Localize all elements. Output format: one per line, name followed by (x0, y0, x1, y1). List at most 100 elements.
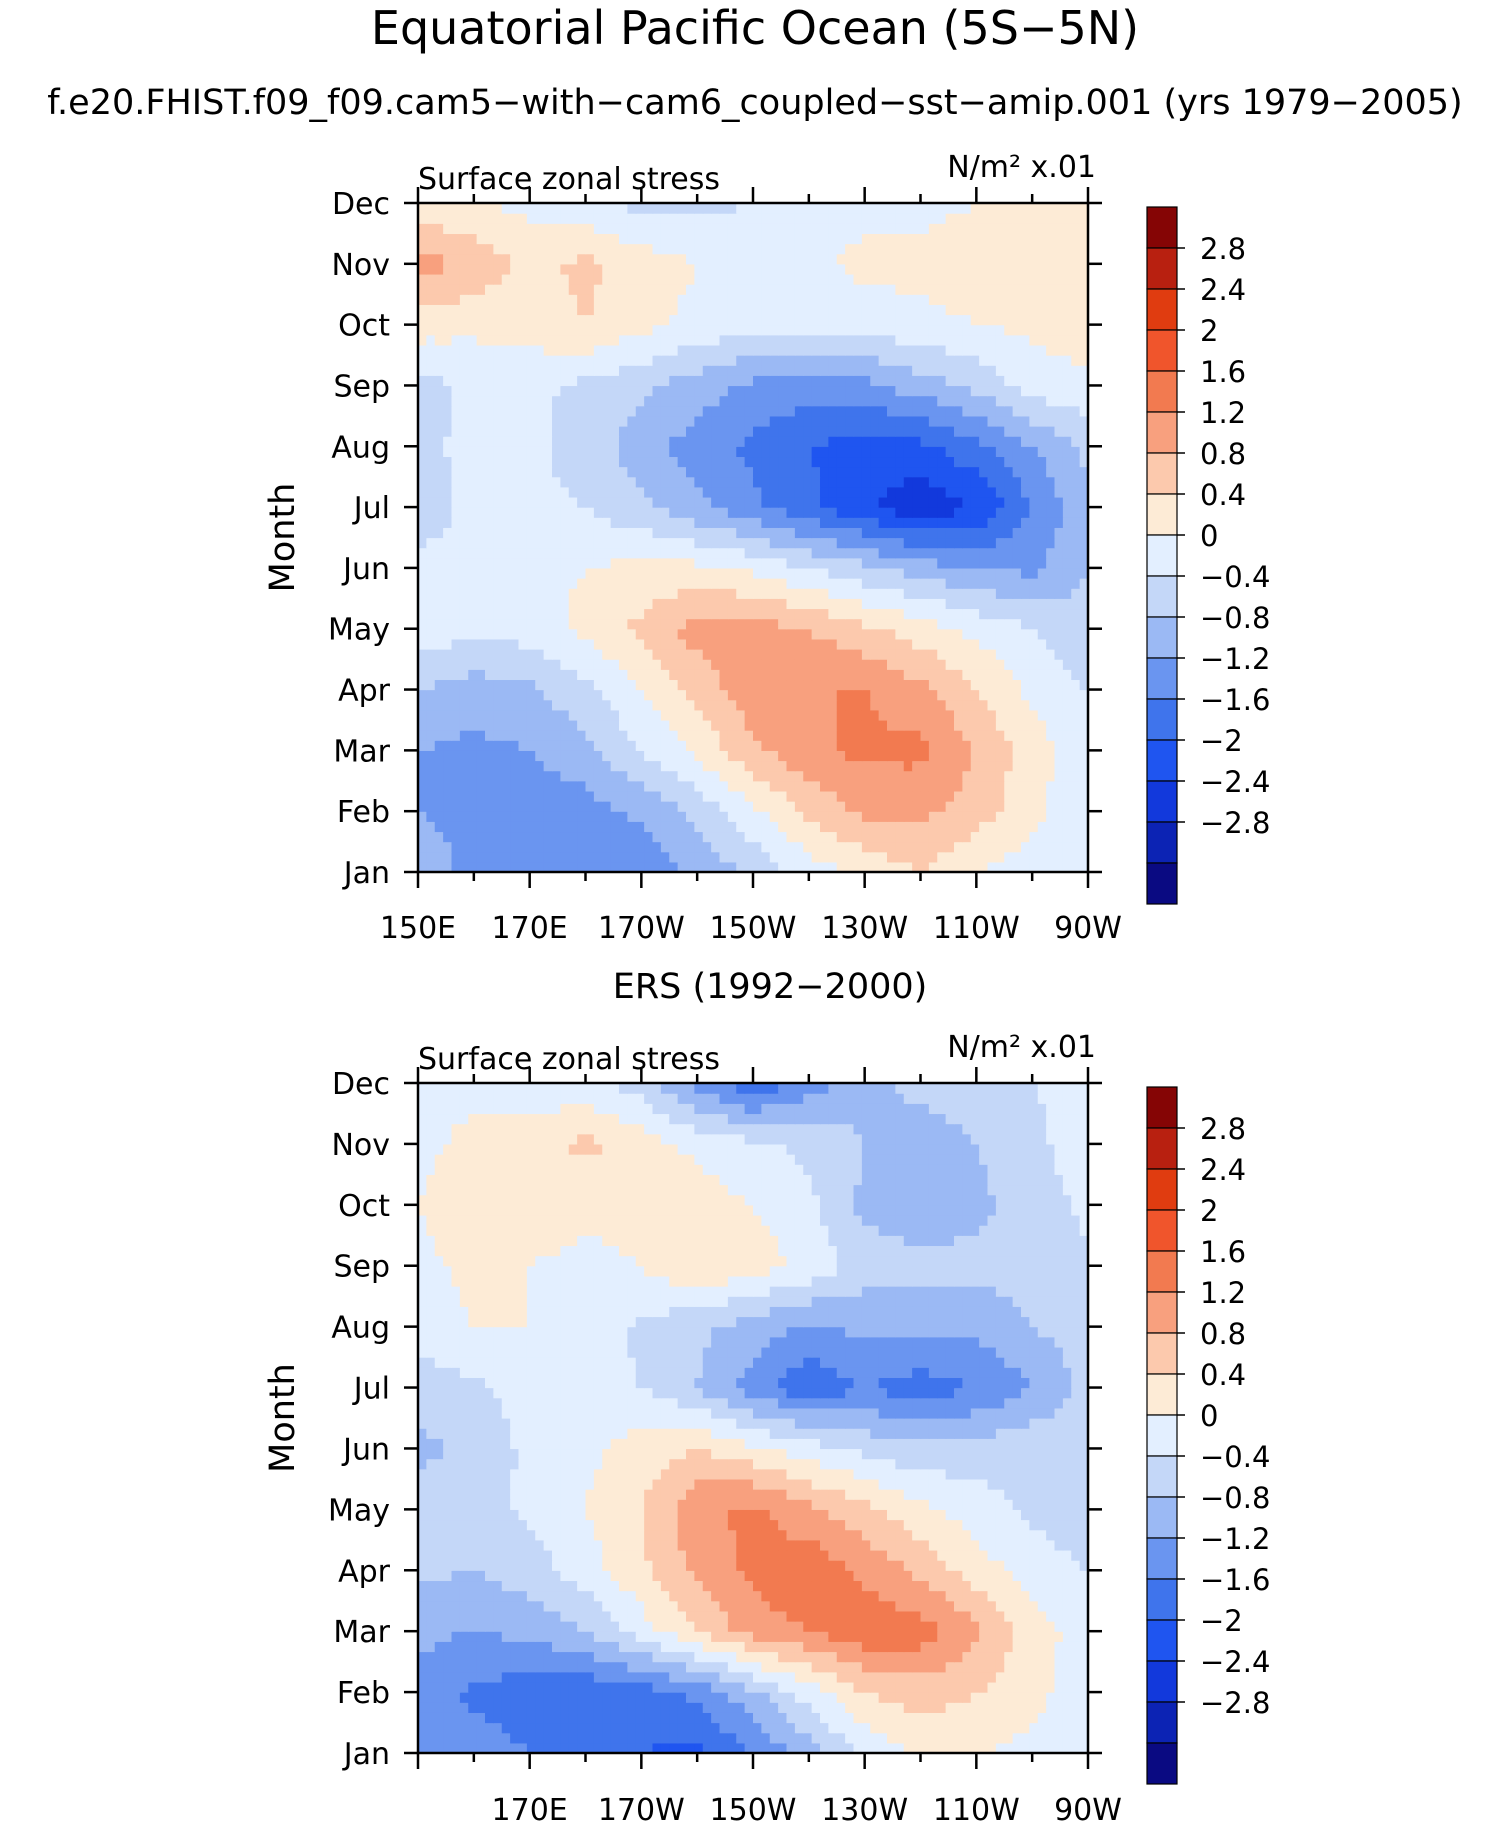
field-cell (560, 314, 570, 326)
field-cell (518, 760, 528, 772)
field-cell (1021, 628, 1030, 640)
field-cell (426, 588, 436, 599)
field-cell (1037, 578, 1047, 589)
field-cell (811, 750, 821, 762)
field-cell (669, 537, 679, 549)
field-cell (426, 811, 436, 822)
field-cell (468, 446, 478, 458)
field-cell (577, 304, 587, 316)
field-cell (979, 426, 989, 437)
field-cell (627, 507, 637, 518)
field-cell (644, 649, 654, 660)
field-cell (560, 780, 570, 792)
field-cell (669, 466, 679, 478)
field-cell (493, 314, 503, 326)
field-cell (694, 466, 704, 478)
field-cell (593, 507, 603, 518)
field-cell (1012, 456, 1022, 468)
field-cell (535, 446, 545, 458)
field-cell (1021, 841, 1030, 853)
field-cell (719, 547, 729, 559)
field-cell (962, 375, 972, 387)
field-cell (769, 476, 779, 488)
field-cell (694, 294, 704, 305)
field-cell (493, 790, 503, 802)
field-cell (887, 588, 896, 599)
field-cell (635, 770, 645, 782)
field-cell (970, 456, 980, 468)
field-cell (1012, 476, 1022, 488)
field-cell (702, 649, 712, 660)
field-cell (912, 709, 922, 721)
field-cell (811, 547, 821, 559)
field-cell (526, 486, 536, 498)
field-cell (1021, 324, 1030, 336)
field-cell (652, 365, 662, 376)
field-cell (426, 770, 436, 782)
field-cell (786, 547, 796, 559)
field-cell (820, 588, 829, 599)
field-cell (635, 588, 645, 599)
field-cell (627, 557, 637, 569)
field-cell (635, 355, 645, 366)
field-cell (820, 719, 829, 731)
field-cell (1079, 730, 1088, 741)
field-cell (887, 314, 896, 326)
field-cell (485, 365, 494, 376)
field-cell (861, 557, 871, 569)
field-cell (677, 679, 687, 691)
field-cell (443, 598, 453, 610)
field-cell (1054, 719, 1064, 731)
field-cell (1079, 861, 1088, 872)
field-cell (694, 537, 704, 549)
field-cell (1037, 273, 1047, 285)
field-cell (585, 486, 595, 498)
field-cell (1004, 598, 1014, 610)
field-cell (493, 415, 503, 427)
field-cell (577, 841, 587, 853)
field-cell (887, 415, 896, 427)
field-cell (845, 415, 855, 427)
field-cell (970, 507, 980, 518)
field-cell (912, 679, 922, 691)
field-cell (686, 466, 695, 478)
field-cell (510, 517, 520, 528)
field-cell (928, 507, 938, 518)
field-cell (895, 699, 905, 711)
field-cell (635, 415, 645, 427)
field-cell (1004, 588, 1014, 599)
field-cell (1021, 405, 1030, 417)
field-cell (686, 618, 695, 630)
field-cell (510, 527, 520, 539)
field-cell (970, 284, 980, 295)
field-cell (677, 588, 687, 599)
field-cell (845, 334, 855, 346)
field-cell (912, 263, 922, 275)
field-cell (895, 709, 905, 721)
field-cell (845, 557, 855, 569)
field-cell (426, 456, 436, 468)
field-cell (526, 243, 536, 255)
field-cell (602, 821, 612, 833)
field-cell (526, 608, 536, 620)
field-cell (418, 355, 427, 366)
field-cell (501, 466, 511, 478)
field-cell (878, 344, 888, 356)
field-cell (962, 679, 972, 691)
field-cell (476, 841, 486, 853)
field-cell (585, 263, 595, 275)
field-cell (468, 405, 478, 417)
field-cell (995, 770, 1005, 782)
field-cell (669, 709, 679, 721)
field-cell (945, 750, 955, 762)
field-cell (619, 649, 628, 660)
field-cell (493, 395, 503, 407)
field-cell (753, 284, 762, 295)
field-cell (937, 588, 947, 599)
field-cell (535, 496, 545, 508)
field-cell (979, 730, 989, 741)
field-cell (820, 334, 829, 346)
field-cell (602, 385, 612, 397)
field-cell (928, 517, 938, 528)
field-cell (627, 486, 637, 498)
